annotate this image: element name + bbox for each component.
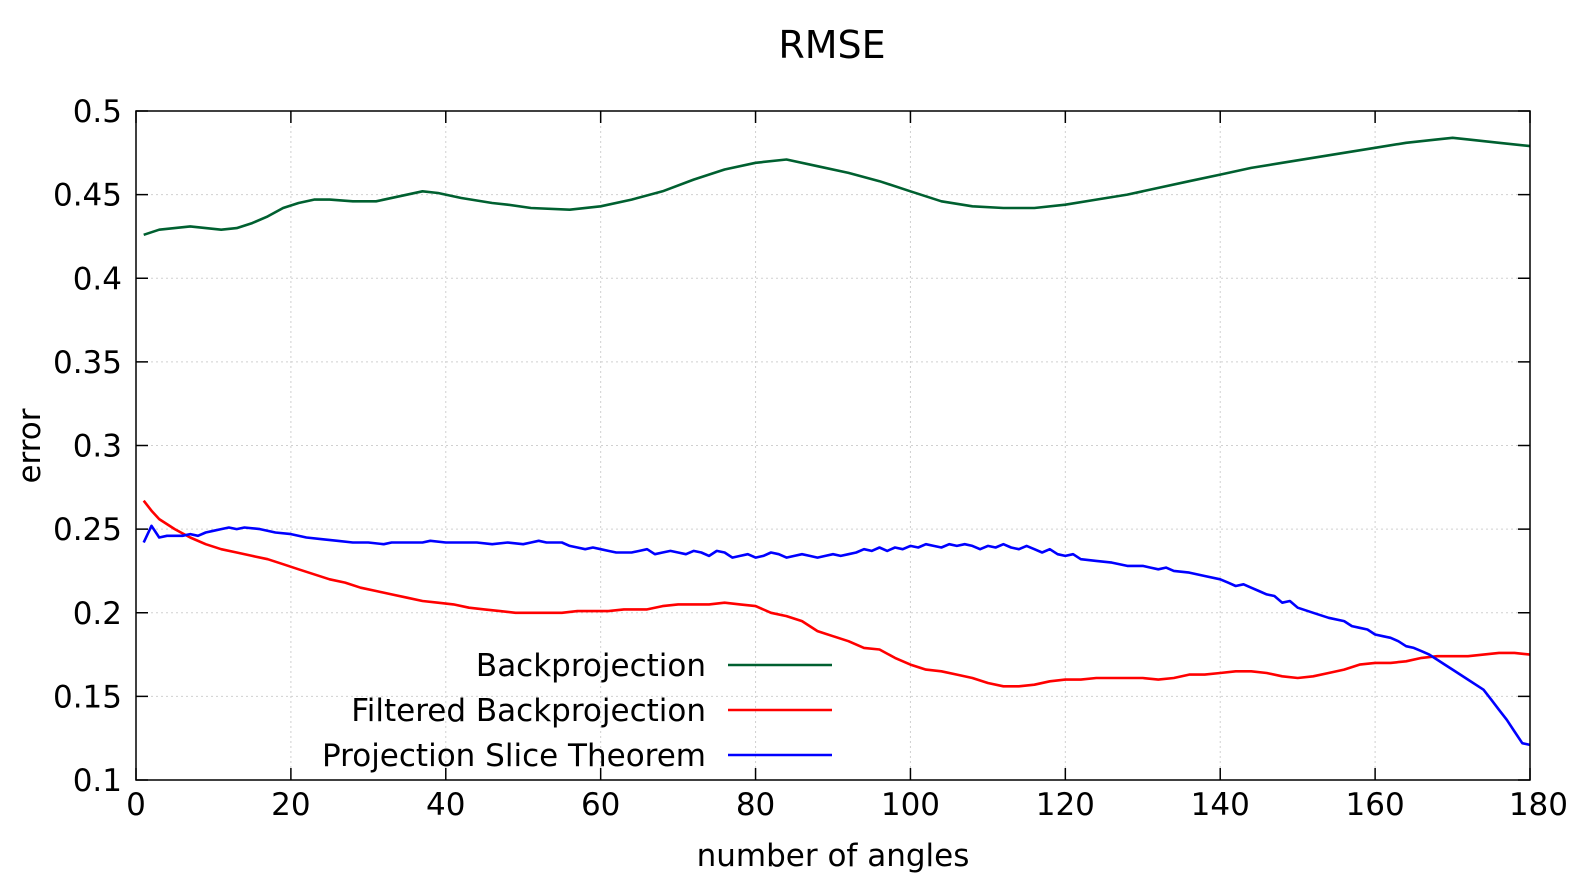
x-tick-label: 180 bbox=[1509, 787, 1568, 823]
y-tick-label: 0.15 bbox=[53, 679, 122, 715]
x-axis-tick-labels: 0 20 40 60 80 100 120 140 160 180 bbox=[126, 787, 1568, 823]
x-tick-label: 160 bbox=[1346, 787, 1405, 823]
y-tick-label: 0.2 bbox=[73, 596, 122, 632]
y-tick-label: 0.4 bbox=[73, 261, 122, 297]
x-axis-label: number of angles bbox=[697, 838, 970, 873]
axis-ticks bbox=[135, 110, 1531, 781]
grid bbox=[136, 111, 1530, 780]
legend-label-0: Backprojection bbox=[476, 648, 706, 684]
series-line-1 bbox=[142, 499, 1531, 688]
x-tick-label: 140 bbox=[1191, 787, 1250, 823]
x-tick-label: 80 bbox=[736, 787, 775, 823]
y-axis-tick-labels: 0.1 0.15 0.2 0.25 0.3 0.35 0.4 0.45 0.5 bbox=[53, 94, 122, 799]
y-tick-label: 0.35 bbox=[53, 345, 122, 381]
legend-label-2: Projection Slice Theorem bbox=[322, 738, 706, 774]
y-tick-label: 0.45 bbox=[53, 178, 122, 214]
x-tick-label: 40 bbox=[426, 787, 465, 823]
y-tick-label: 0.5 bbox=[73, 94, 122, 130]
x-tick-label: 20 bbox=[271, 787, 310, 823]
x-tick-label: 120 bbox=[1036, 787, 1095, 823]
series-line-0 bbox=[143, 136, 1531, 237]
x-tick-label: 60 bbox=[581, 787, 620, 823]
legend: Backprojection Filtered Backprojection Pro… bbox=[322, 648, 832, 774]
y-tick-label: 0.25 bbox=[53, 512, 122, 548]
x-tick-label: 0 bbox=[126, 787, 146, 823]
series-line-2 bbox=[142, 524, 1531, 747]
chart-title: RMSE bbox=[778, 23, 885, 67]
y-axis-label: error bbox=[12, 408, 48, 483]
x-tick-label: 100 bbox=[881, 787, 940, 823]
legend-label-1: Filtered Backprojection bbox=[351, 693, 706, 729]
y-tick-label: 0.1 bbox=[73, 763, 122, 799]
y-tick-label: 0.3 bbox=[73, 429, 122, 465]
series-group bbox=[142, 136, 1531, 747]
